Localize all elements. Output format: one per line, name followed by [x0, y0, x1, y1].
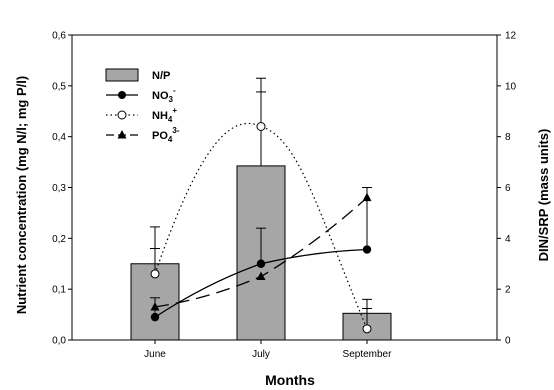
po4-point [362, 192, 372, 202]
y-tick-label-left: 0,3 [52, 183, 66, 194]
x-tick-label: September [343, 349, 393, 360]
legend-po4-marker [117, 130, 127, 139]
y-tick-label-right: 8 [505, 132, 511, 143]
series-nh4-line [154, 122, 368, 330]
y-tick-label-left: 0,4 [52, 132, 66, 143]
po4-point [150, 301, 160, 311]
y-tick-label-left: 0,6 [52, 31, 66, 42]
y-tick-label-right: 0 [505, 336, 511, 347]
po4-point [256, 271, 266, 280]
x-axis-title: Months [265, 372, 315, 388]
legend-nh4-label: NH4+ [152, 106, 177, 124]
no3-point [150, 312, 160, 322]
nh4-point [150, 269, 160, 279]
no3-point [362, 245, 372, 254]
legend-no3-label: NO3- [152, 86, 176, 104]
y-tick-label-left: 0,1 [52, 285, 66, 296]
y-tick-label-right: 2 [505, 285, 511, 296]
y-axis-title-left: Nutrient concentration (mg N/l; mg P/l) [14, 76, 29, 314]
plot-area: 0,0 0,1 0,2 0,3 0,4 0,5 0,6 0 2 4 6 8 10 12 June July Se… [52, 31, 516, 361]
y-tick-label-left: 0,5 [52, 81, 66, 92]
nh4-point [362, 324, 372, 334]
y-tick-label-left: 0,0 [52, 336, 66, 347]
x-tick-label: June [144, 349, 166, 360]
legend-nh4-marker [117, 110, 127, 120]
y-tick-label-right: 10 [505, 81, 517, 92]
y-axis-title-right: DIN/SRP (mass units) [536, 129, 551, 262]
y-tick-label-right: 6 [505, 183, 511, 194]
legend-no3-marker [118, 91, 126, 99]
legend-np-swatch [105, 68, 139, 82]
y-tick-label-right: 12 [505, 31, 517, 42]
legend-po4-label: PO43- [152, 126, 180, 144]
no3-point [256, 259, 266, 268]
legend: N/P NO3- NH4+ PO43- [105, 68, 180, 144]
x-tick-label: July [252, 349, 270, 360]
nh4-point [256, 122, 266, 131]
y-tick-label-right: 4 [505, 234, 511, 245]
legend-np-label: N/P [152, 70, 170, 82]
y-tick-label-left: 0,2 [52, 234, 66, 245]
